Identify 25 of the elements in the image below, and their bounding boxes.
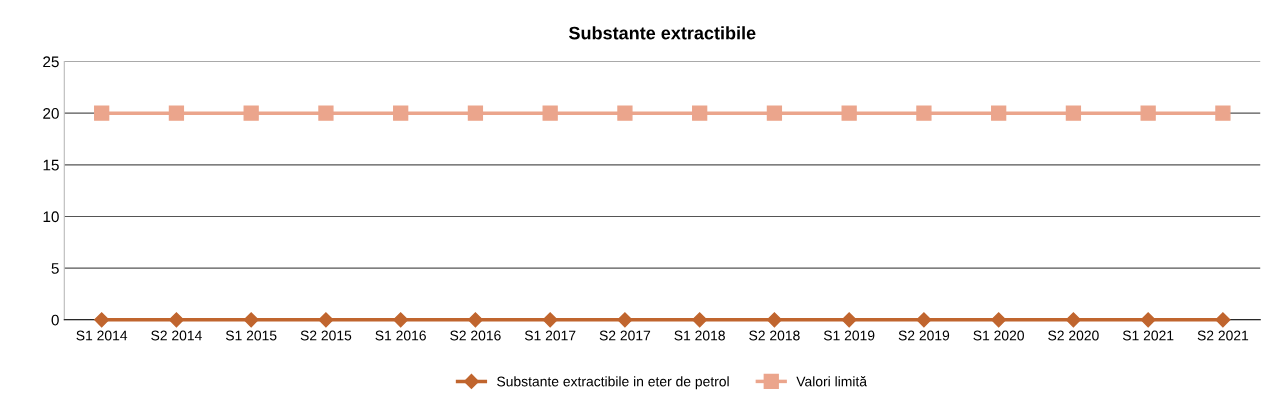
y-tick-label: 0	[51, 314, 59, 326]
x-tick-label: S2 2015	[300, 330, 352, 341]
chart-title: Substante extractibile	[569, 26, 756, 40]
x-tick-label: S2 2016	[450, 330, 501, 341]
x-tick-label: S2 2018	[749, 330, 800, 341]
x-tick-label: S1 2018	[674, 330, 725, 341]
x-tick-label: S1 2014	[76, 330, 128, 341]
x-tick-label: S1 2020	[973, 330, 1024, 341]
y-tick-label: 20	[43, 108, 59, 119]
x-tick-label: S1 2021	[1122, 330, 1174, 341]
legend-label: Substante extractibile in eter de petrol	[497, 376, 729, 390]
x-tick-label: S1 2019	[823, 330, 875, 341]
x-tick-label: S1 2017	[524, 330, 576, 341]
y-tick-label: 15	[43, 159, 59, 171]
x-tick-label: S1 2015	[225, 330, 277, 341]
x-tick-label: S2 2020	[1048, 330, 1099, 341]
x-tick-label: S1 2016	[375, 330, 426, 341]
y-tick-label: 25	[43, 56, 59, 68]
x-tick-label: S2 2017	[599, 330, 651, 341]
x-tick-label: S2 2019	[898, 330, 950, 341]
x-tick-label: S2 2014	[151, 330, 202, 341]
y-tick-label: 5	[51, 263, 59, 274]
legend-label: Valori limită	[796, 376, 868, 387]
y-tick-label: 10	[43, 211, 59, 223]
x-tick-label: S2 2021	[1197, 330, 1249, 341]
